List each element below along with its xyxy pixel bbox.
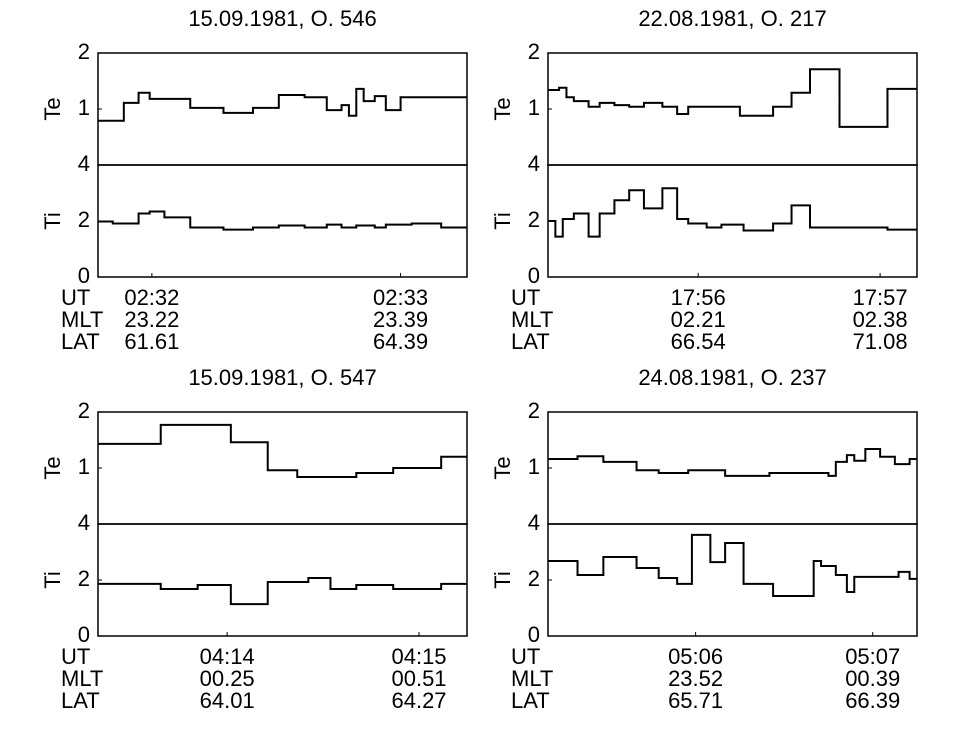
y-axis-label: Te [40, 97, 65, 120]
step-line [98, 87, 467, 122]
x-tick-label: 02:32 [124, 285, 179, 310]
row-label: MLT [61, 307, 103, 332]
y-axis-label: Ti [40, 212, 65, 230]
y-tick-label: 0 [528, 622, 540, 647]
y-axis-label: Te [490, 456, 515, 479]
y-tick-label: 1 [78, 454, 90, 479]
mlt-label: 23.39 [373, 307, 428, 332]
y-tick-label: 2 [78, 398, 90, 423]
y-tick-label: 2 [528, 398, 540, 423]
row-label: LAT [511, 329, 550, 354]
plot-frame [97, 52, 468, 166]
x-tick-label: 04:15 [391, 644, 446, 669]
row-label: MLT [511, 666, 553, 691]
lat-label: 64.27 [391, 688, 446, 713]
y-tick-label: 2 [528, 566, 540, 591]
row-label: LAT [511, 688, 550, 713]
y-axis-label: Ti [490, 212, 515, 230]
x-tick-label: 04:14 [200, 644, 255, 669]
y-tick-label: 0 [78, 622, 90, 647]
row-label: MLT [511, 307, 553, 332]
y-axis-label: Te [40, 456, 65, 479]
y-axis-label: Te [490, 97, 515, 120]
x-tick-label: 05:07 [845, 644, 900, 669]
y-axis-label: Ti [490, 571, 515, 589]
plot-frame [547, 523, 918, 637]
y-tick-label: 2 [528, 207, 540, 232]
x-tick-label: 17:56 [671, 285, 726, 310]
lat-label: 64.39 [373, 329, 428, 354]
y-tick-label: 1 [78, 95, 90, 120]
mlt-label: 02.38 [853, 307, 908, 332]
y-tick-label: 0 [528, 263, 540, 288]
panel-title: 15.09.1981, O. 546 [188, 6, 376, 31]
plot-frame [97, 164, 468, 278]
mlt-label: 00.25 [200, 666, 255, 691]
y-tick-label: 4 [78, 510, 90, 535]
y-tick-label: 2 [78, 207, 90, 232]
y-tick-label: 4 [528, 510, 540, 535]
mlt-label: 02.21 [671, 307, 726, 332]
y-tick-label: 4 [78, 151, 90, 176]
mlt-label: 00.39 [845, 666, 900, 691]
row-label: UT [61, 285, 90, 310]
y-tick-label: 2 [78, 566, 90, 591]
mlt-label: 23.22 [124, 307, 179, 332]
step-line [548, 68, 917, 128]
panel-title: 24.08.1981, O. 237 [638, 365, 826, 390]
panel-title: 22.08.1981, O. 217 [638, 6, 826, 31]
step-line [98, 423, 467, 478]
y-tick-label: 0 [78, 263, 90, 288]
y-axis-label: Ti [40, 571, 65, 589]
x-tick-label: 02:33 [373, 285, 428, 310]
row-label: LAT [61, 329, 100, 354]
step-line [98, 577, 467, 606]
lat-label: 66.39 [845, 688, 900, 713]
lat-label: 66.54 [671, 329, 726, 354]
lat-label: 61.61 [124, 329, 179, 354]
lat-label: 64.01 [200, 688, 255, 713]
row-label: UT [61, 644, 90, 669]
row-label: LAT [61, 688, 100, 713]
plot-frame [547, 164, 918, 278]
y-tick-label: 2 [78, 39, 90, 64]
row-label: UT [511, 644, 540, 669]
lat-label: 71.08 [853, 329, 908, 354]
plot-frame [547, 411, 918, 525]
plot-frame [97, 523, 468, 637]
step-line [98, 210, 467, 231]
step-line [548, 533, 917, 597]
step-line [548, 447, 917, 477]
plot-frame [547, 52, 918, 166]
mlt-label: 00.51 [391, 666, 446, 691]
row-label: UT [511, 285, 540, 310]
panel-title: 15.09.1981, O. 547 [188, 365, 376, 390]
y-tick-label: 1 [528, 95, 540, 120]
x-tick-label: 17:57 [853, 285, 908, 310]
y-tick-label: 1 [528, 454, 540, 479]
lat-label: 65.71 [668, 688, 723, 713]
y-tick-label: 2 [528, 39, 540, 64]
row-label: MLT [61, 666, 103, 691]
x-tick-label: 05:06 [668, 644, 723, 669]
step-line [548, 187, 917, 238]
y-tick-label: 4 [528, 151, 540, 176]
mlt-label: 23.52 [668, 666, 723, 691]
